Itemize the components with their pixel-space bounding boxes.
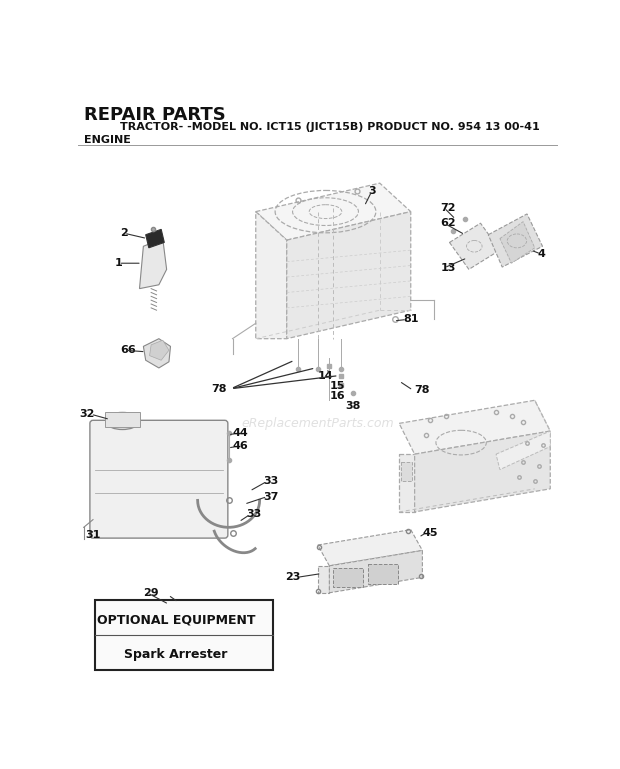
Text: 29: 29	[143, 588, 159, 598]
Text: 81: 81	[403, 315, 418, 325]
Ellipse shape	[109, 412, 136, 422]
Text: 32: 32	[79, 409, 94, 419]
Polygon shape	[149, 340, 169, 360]
Polygon shape	[286, 211, 410, 338]
Text: 44: 44	[232, 428, 248, 438]
Polygon shape	[415, 431, 551, 512]
Polygon shape	[317, 530, 422, 566]
Text: 33: 33	[247, 509, 262, 519]
Bar	[402, 462, 412, 481]
Polygon shape	[140, 238, 167, 288]
Polygon shape	[399, 401, 551, 454]
Bar	[368, 564, 397, 584]
Text: Spark Arrester: Spark Arrester	[124, 647, 228, 661]
Polygon shape	[317, 566, 329, 593]
Text: 13: 13	[440, 263, 456, 273]
Polygon shape	[255, 183, 410, 240]
Text: 38: 38	[345, 401, 360, 411]
Bar	[105, 412, 140, 428]
Text: 46: 46	[232, 441, 248, 451]
Bar	[334, 568, 363, 588]
Bar	[94, 601, 273, 670]
Text: 33: 33	[264, 476, 279, 486]
Polygon shape	[450, 223, 500, 269]
Text: 78: 78	[211, 384, 226, 394]
Text: 14: 14	[317, 371, 334, 381]
Polygon shape	[500, 221, 534, 263]
Text: 15: 15	[329, 381, 345, 391]
Text: eReplacementParts.com: eReplacementParts.com	[241, 417, 394, 430]
Text: OPTIONAL EQUIPMENT: OPTIONAL EQUIPMENT	[97, 613, 255, 626]
Polygon shape	[146, 229, 164, 248]
Polygon shape	[255, 211, 286, 338]
Text: 16: 16	[329, 391, 345, 401]
Ellipse shape	[108, 418, 137, 430]
Text: 37: 37	[264, 491, 279, 501]
Text: 1: 1	[115, 258, 123, 268]
Text: 66: 66	[120, 345, 136, 355]
Text: 78: 78	[415, 385, 430, 395]
Text: 3: 3	[368, 186, 376, 196]
Text: 2: 2	[120, 228, 128, 238]
Polygon shape	[143, 338, 170, 368]
Text: 62: 62	[440, 218, 456, 228]
Polygon shape	[329, 551, 422, 593]
Text: 45: 45	[422, 528, 438, 538]
Text: 4: 4	[537, 249, 545, 259]
Polygon shape	[489, 214, 542, 267]
Polygon shape	[496, 431, 551, 470]
Text: 23: 23	[285, 572, 301, 582]
Text: 31: 31	[86, 530, 100, 540]
FancyBboxPatch shape	[90, 421, 228, 538]
Polygon shape	[399, 454, 415, 512]
Text: ENGINE: ENGINE	[84, 135, 131, 145]
Text: 72: 72	[440, 203, 456, 213]
Text: REPAIR PARTS: REPAIR PARTS	[84, 106, 226, 124]
Text: TRACTOR- -MODEL NO. ICT15 (JICT15B) PRODUCT NO. 954 13 00-41: TRACTOR- -MODEL NO. ICT15 (JICT15B) PROD…	[120, 122, 540, 131]
